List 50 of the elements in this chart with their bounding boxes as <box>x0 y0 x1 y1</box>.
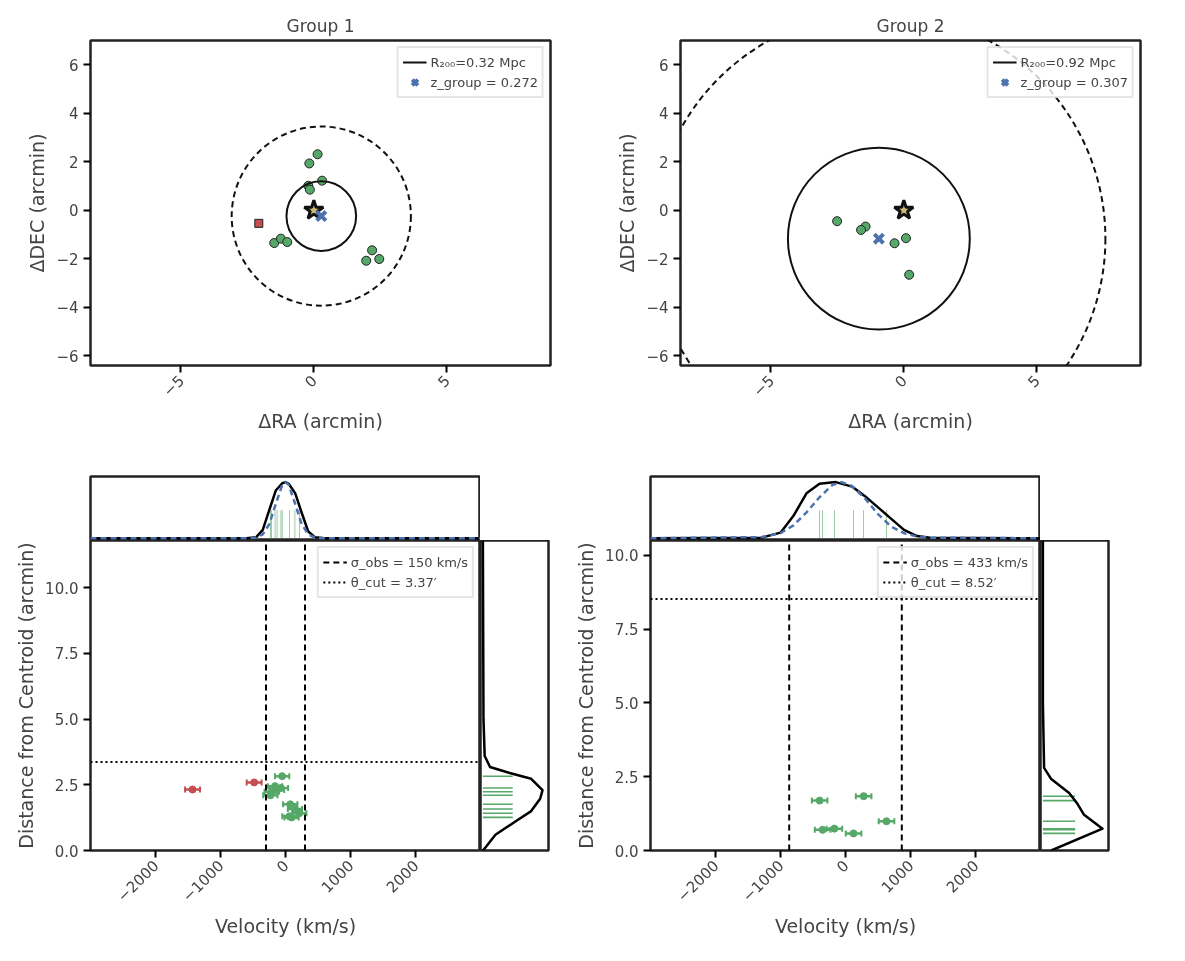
legend-label: θ_cut = 8.52′ <box>910 574 997 590</box>
y-tick-label: 7.5 <box>614 621 639 640</box>
x-tick-label: 0 <box>833 856 853 877</box>
y-tick-label: 0 <box>658 202 669 221</box>
chart-title: Group 1 <box>286 15 355 36</box>
annotation: R₂₀₀=0.92 Mpc <box>1020 54 1116 70</box>
y-tick-label: −2 <box>56 250 79 269</box>
y-tick-label: 6 <box>658 56 669 75</box>
y-tick-label: 5.0 <box>54 711 79 730</box>
y-tick-label: 7.5 <box>54 645 79 664</box>
y-axis-title: Distance from Centroid (arcmin) <box>575 542 598 849</box>
x-tick-label: 5 <box>1024 371 1044 392</box>
y-tick-label: −4 <box>56 299 79 318</box>
x-tick-label: 0 <box>301 371 321 392</box>
y-axis-title: ΔDEC (arcmin) <box>616 133 639 273</box>
y-tick-label: 0.0 <box>54 842 79 861</box>
y-tick-label: 0.0 <box>614 842 639 861</box>
x-axis-title: Velocity (km/s) <box>774 914 917 937</box>
x-tick-label: −5 <box>749 371 778 401</box>
y-tick-label: 6 <box>68 56 79 75</box>
x-tick-label: 5 <box>434 371 454 392</box>
y-tick-label: −4 <box>646 299 669 318</box>
legend-label: z_group = 0.307 <box>1020 74 1128 90</box>
legend-label: z_group = 0.272 <box>430 74 538 90</box>
x-tick-label: −5 <box>159 371 188 401</box>
y-tick-label: 2 <box>68 153 79 172</box>
legend-label: θ_cut = 3.37′ <box>350 574 437 590</box>
y-axis-title: Distance from Centroid (arcmin) <box>15 542 38 849</box>
annotation: σ_obs = 433 km/s <box>910 554 1028 570</box>
annotation: σ_obs = 150 km/s <box>350 554 468 570</box>
x-tick-label: 0 <box>273 856 293 877</box>
y-tick-label: −6 <box>646 347 669 366</box>
x-axis-title: ΔRA (arcmin) <box>848 409 973 432</box>
annotation: R₂₀₀=0.32 Mpc <box>430 54 526 70</box>
y-tick-label: 2 <box>658 153 669 172</box>
y-tick-label: 2.5 <box>614 768 639 787</box>
y-tick-label: 4 <box>68 105 79 124</box>
y-tick-label: 5.0 <box>614 694 639 713</box>
y-tick-label: 4 <box>658 105 669 124</box>
y-tick-label: 10.0 <box>45 579 79 598</box>
y-tick-label: 0 <box>68 202 79 221</box>
x-axis-title: Velocity (km/s) <box>214 914 357 937</box>
y-tick-label: −6 <box>56 347 79 366</box>
x-tick-label: 0 <box>891 371 911 392</box>
x-axis-title: ΔRA (arcmin) <box>258 409 383 432</box>
y-tick-label: −2 <box>646 250 669 269</box>
y-tick-label: 2.5 <box>54 776 79 795</box>
chart-title: Group 2 <box>876 15 945 36</box>
y-tick-label: 10.0 <box>605 547 639 566</box>
y-axis-title: ΔDEC (arcmin) <box>26 133 49 273</box>
